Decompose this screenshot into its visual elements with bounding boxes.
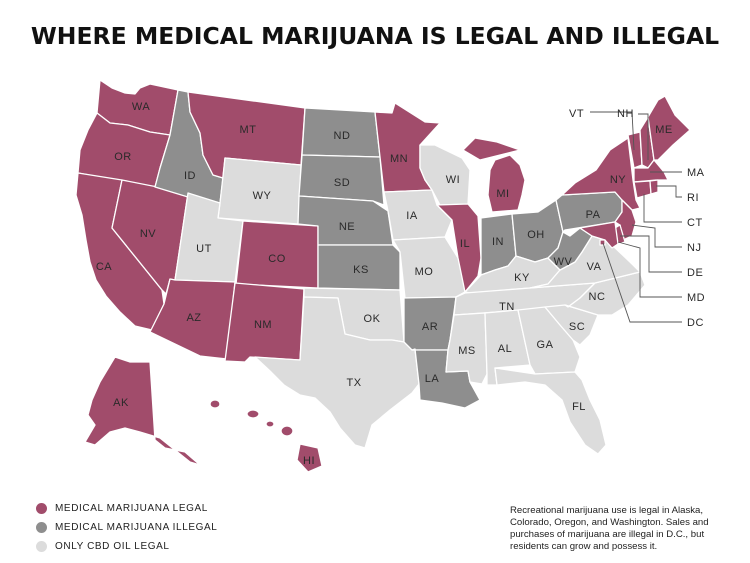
label-IL: IL [460, 238, 470, 250]
label-OR: OR [114, 151, 132, 163]
map-title: WHERE MEDICAL MARIJUANA IS LEGAL AND ILL… [30, 22, 720, 50]
callout-lines [590, 111, 682, 323]
callout-label-VT: VT [569, 108, 584, 120]
state-IL [436, 203, 482, 293]
state-MI [462, 137, 526, 213]
label-AR: AR [422, 321, 438, 333]
state-CT [633, 180, 652, 199]
label-OH: OH [527, 229, 545, 241]
state-KS [317, 244, 401, 291]
label-KY: KY [514, 272, 530, 284]
label-SC: SC [569, 321, 585, 333]
label-LA: LA [425, 373, 440, 385]
state-WY [217, 157, 302, 225]
label-NC: NC [589, 291, 606, 303]
state-HI [209, 399, 323, 473]
legend-swatch-legal [36, 503, 47, 514]
label-IN: IN [492, 236, 504, 248]
label-OK: OK [364, 313, 381, 325]
label-WY: WY [253, 190, 272, 202]
label-MO: MO [415, 266, 434, 278]
label-FL: FL [572, 401, 586, 413]
callout-label-NJ: NJ [687, 242, 701, 254]
callout-label-CT: CT [687, 217, 703, 229]
state-MD [579, 221, 619, 249]
label-ID: ID [184, 170, 196, 182]
label-MN: MN [390, 153, 408, 165]
state-AK [84, 356, 201, 466]
legend-label-legal: MEDICAL MARIJUANA LEGAL [55, 503, 208, 514]
legend-item-legal: MEDICAL MARIJUANA LEGAL [36, 499, 217, 518]
legend-item-cbd: ONLY CBD OIL LEGAL [36, 537, 217, 556]
legend-swatch-illegal [36, 522, 47, 533]
label-IA: IA [406, 210, 418, 222]
state-ME [647, 95, 691, 161]
label-CA: CA [96, 261, 112, 273]
label-WI: WI [446, 174, 460, 186]
state-RI [649, 179, 659, 195]
label-MT: MT [240, 124, 257, 136]
label-NY: NY [610, 174, 626, 186]
callout-label-RI: RI [687, 192, 699, 204]
label-NM: NM [254, 319, 272, 331]
label-GA: GA [537, 339, 554, 351]
legend-label-illegal: MEDICAL MARIJUANA ILLEGAL [55, 522, 218, 533]
footnote: Recreational marijuana use is legal in A… [510, 505, 709, 552]
state-NC [564, 271, 646, 316]
legend-label-cbd: ONLY CBD OIL LEGAL [55, 541, 170, 552]
state-DC [599, 239, 606, 246]
label-HI: HI [303, 455, 315, 467]
label-PA: PA [586, 209, 601, 221]
callout-label-MA: MA [687, 167, 705, 179]
label-WV: WV [554, 256, 573, 268]
label-WA: WA [132, 101, 150, 113]
callout-label-NH: NH [617, 108, 634, 120]
legend-swatch-cbd [36, 541, 47, 552]
label-CO: CO [268, 253, 286, 265]
callout-label-DC: DC [687, 317, 704, 329]
label-SD: SD [334, 177, 350, 189]
callout-label-DE: DE [687, 267, 703, 279]
label-AL: AL [498, 343, 512, 355]
state-TX [254, 296, 420, 449]
label-ND: ND [334, 130, 351, 142]
label-MS: MS [458, 345, 476, 357]
label-NV: NV [140, 228, 156, 240]
state-NY [561, 137, 641, 211]
label-KS: KS [353, 264, 369, 276]
label-AK: AK [113, 397, 129, 409]
callout-label-MD: MD [687, 292, 705, 304]
state-FL [494, 367, 607, 455]
label-AZ: AZ [186, 312, 201, 324]
legend-item-illegal: MEDICAL MARIJUANA ILLEGAL [36, 518, 217, 537]
state-SD [298, 154, 385, 206]
label-ME: ME [655, 124, 673, 136]
label-TN: TN [499, 301, 515, 313]
label-NE: NE [339, 221, 355, 233]
legend: MEDICAL MARIJUANA LEGAL MEDICAL MARIJUAN… [36, 499, 217, 556]
label-TX: TX [346, 377, 361, 389]
label-VA: VA [587, 261, 602, 273]
label-UT: UT [196, 243, 212, 255]
label-MI: MI [496, 188, 509, 200]
